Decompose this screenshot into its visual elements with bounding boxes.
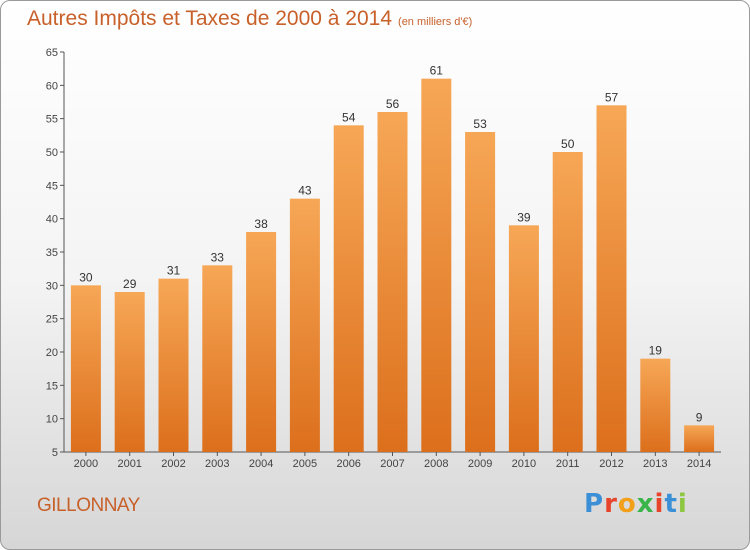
data-label-2007: 56 [386,97,400,111]
logo-letter: o [617,489,637,519]
y-tick-label: 65 [46,47,58,59]
data-label-2005: 43 [298,184,312,198]
x-tick-label: 2010 [512,458,536,470]
x-tick-label: 2003 [205,458,229,470]
bar-2013 [640,358,671,452]
data-label-2012: 57 [605,90,619,104]
logo-letter: i [677,489,688,519]
x-tick-label: 2009 [468,458,492,470]
bar-2007 [377,112,408,452]
logo-letter: r [604,489,618,519]
bar-2010 [508,225,539,452]
y-tick-label: 5 [52,447,58,459]
x-tick-label: 2008 [424,458,448,470]
data-label-2010: 39 [517,210,531,224]
y-tick-label: 45 [46,180,58,192]
bar-2009 [465,132,496,452]
bars [70,78,715,453]
bar-2001 [114,292,145,452]
bar-2000 [70,285,101,452]
logo-letter: P [584,489,605,519]
y-tick-label: 15 [46,380,58,392]
y-tick-label: 35 [46,247,58,259]
y-tick-label: 60 [46,80,58,92]
chart-unit: (en milliers d'€) [398,16,473,28]
commune-name: GILLONNAY [37,495,140,516]
y-tick-label: 30 [46,280,58,292]
bar-2002 [158,278,189,452]
logo-letter: t [664,489,678,519]
y-tick-label: 50 [46,147,58,159]
y-tick-label: 25 [46,314,58,326]
data-label-2000: 30 [79,270,93,284]
data-label-2013: 19 [649,344,663,358]
x-tick-label: 2013 [643,458,667,470]
data-label-2004: 38 [254,217,268,231]
x-tick-label: 2000 [74,458,98,470]
bar-2008 [421,78,452,453]
data-label-2006: 54 [342,110,356,124]
x-tick-label: 2007 [380,458,404,470]
x-tick-label: 2014 [687,458,711,470]
data-label-2003: 33 [211,250,225,264]
data-label-2009: 53 [473,117,487,131]
logo-letter: x [636,489,655,519]
data-label-2011: 50 [561,137,575,151]
bar-2004 [246,232,277,452]
x-tick-label: 2005 [293,458,317,470]
y-tick-label: 40 [46,214,58,226]
x-tick-label: 2001 [117,458,141,470]
x-tick-label: 2012 [599,458,623,470]
y-tick-label: 20 [46,347,58,359]
data-label-2002: 31 [167,264,181,278]
bar-2014 [684,425,715,452]
x-tick-label: 2006 [336,458,360,470]
bar-2011 [552,152,583,452]
x-tick-label: 2004 [249,458,273,470]
y-tick-label: 10 [46,414,58,426]
bar-2003 [202,265,233,452]
y-tick-label: 55 [46,114,58,126]
x-tick-label: 2002 [161,458,185,470]
x-tick-label: 2011 [556,458,580,470]
data-label-2008: 61 [430,64,444,78]
bar-2012 [596,105,627,452]
data-label-2014: 9 [696,410,703,424]
logo-letter: i [654,489,665,519]
proxiti-logo: Proxiti [584,489,688,519]
data-label-2001: 29 [123,277,137,291]
chart-title: Autres Impôts et Taxes de 2000 à 2014 (en… [27,7,472,31]
data-labels: 30 29 31 33 38 43 54 56 61 53 39 50 57 19 9 [79,64,703,425]
chart-title-text: Autres Impôts et Taxes de 2000 à 2014 [27,7,393,30]
bar-2006 [333,125,364,452]
bar-2005 [289,198,320,452]
